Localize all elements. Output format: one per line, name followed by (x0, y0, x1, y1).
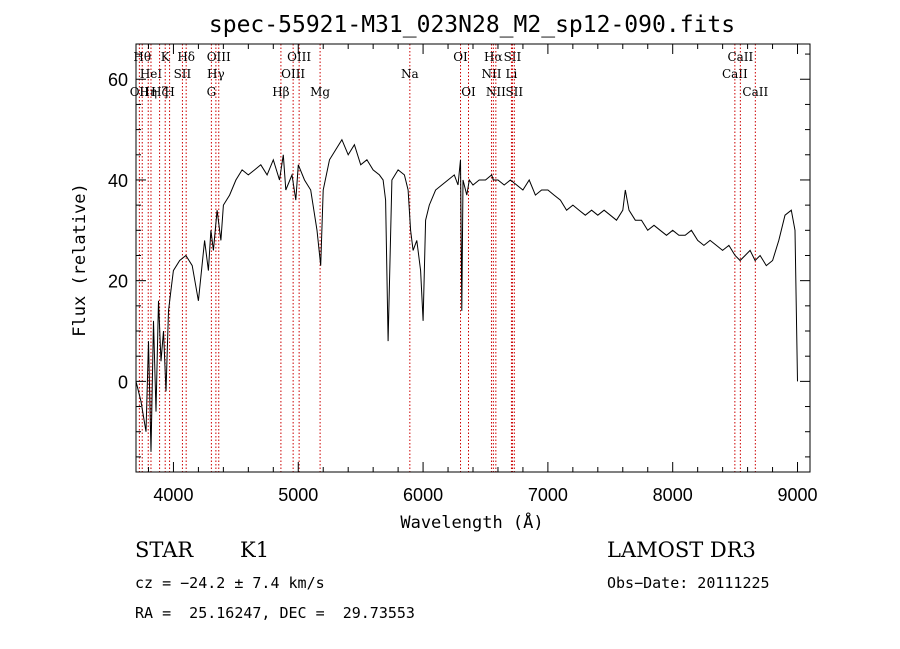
x-tick-label-0: 4000 (153, 485, 193, 505)
y-tick-label-1: 20 (108, 272, 128, 292)
line-marker-label-27: CaII (742, 85, 768, 99)
survey-name: LAMOST DR3 (607, 538, 756, 562)
line-marker-label-17: OI (453, 50, 468, 64)
line-marker-label-7: SII (174, 67, 192, 81)
line-marker-label-0: OII (130, 85, 150, 99)
spectral-subclass: K1 (240, 538, 270, 562)
line-marker-label-26: CaII (727, 50, 753, 64)
redshift-readout: cz = −24.2 ± 7.4 km/s (135, 574, 325, 592)
line-marker-label-25: CaII (722, 67, 748, 81)
line-marker-label-23: SII (504, 50, 522, 64)
line-marker-label-20: Hα (484, 50, 503, 64)
line-marker-label-1: Hθ (133, 50, 151, 64)
line-marker-label-24: SII (505, 85, 523, 99)
x-tick-label-1: 5000 (278, 485, 318, 505)
axes: 4000 5000 6000 7000 8000 9000 0 20 40 60 (108, 44, 818, 505)
chart-title: spec-55921-M31_023N28_M2_sp12-090.fits (209, 12, 735, 38)
line-marker-label-15: Mg (310, 85, 330, 99)
line-marker-label-9: G (207, 85, 217, 99)
line-marker-label-16: Na (401, 67, 419, 81)
line-marker-label-12: Hβ (272, 85, 289, 99)
line-marker-label-11: OIII (207, 50, 231, 64)
line-marker-label-3: HeI (140, 67, 163, 81)
spectrum-series (135, 138, 798, 452)
line-marker-label-19: NII (481, 67, 501, 81)
line-marker-label-6: H (164, 85, 174, 99)
object-class: STAR (135, 538, 194, 562)
coordinates: RA = 25.16247, DEC = 29.73553 (135, 604, 415, 622)
line-marker-label-13: OIII (281, 67, 305, 81)
line-marker-label-8: Hδ (177, 50, 195, 64)
y-tick-label-3: 60 (108, 70, 128, 90)
line-markers: OIIHθHηHeIHζKHSIIHδGHγOIIIHβOIIIOIIIMgNa… (130, 44, 768, 472)
line-marker-label-4: Hζ (151, 85, 168, 99)
line-marker-label-14: OIII (287, 50, 311, 64)
x-axis-label: Wavelength (Å) (400, 511, 543, 533)
line-marker-label-10: Hγ (207, 67, 225, 81)
line-marker-label-18: OI (461, 85, 476, 99)
line-marker-label-2: Hη (139, 85, 157, 99)
y-axis-label: Flux (relative) (70, 183, 90, 337)
line-marker-label-21: NII (486, 85, 506, 99)
y-tick-label-0: 0 (118, 372, 128, 392)
spectrum-line-0 (135, 138, 798, 452)
y-tick-label-2: 40 (108, 171, 128, 191)
x-tick-label-4: 8000 (653, 485, 693, 505)
plot-frame (135, 43, 811, 473)
x-tick-label-3: 7000 (528, 485, 568, 505)
x-tick-label-5: 9000 (777, 485, 817, 505)
obs-date: Obs−Date: 20111225 (607, 574, 770, 592)
line-marker-label-22: Li (506, 67, 518, 81)
x-tick-label-2: 6000 (403, 485, 443, 505)
line-marker-label-5: K (161, 50, 171, 64)
